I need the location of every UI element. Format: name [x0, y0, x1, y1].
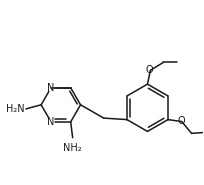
Text: N: N: [47, 117, 55, 127]
Text: O: O: [178, 116, 185, 126]
Text: H₂N: H₂N: [6, 104, 25, 114]
Text: O: O: [146, 65, 153, 75]
Text: N: N: [47, 83, 55, 93]
Text: NH₂: NH₂: [63, 143, 82, 153]
